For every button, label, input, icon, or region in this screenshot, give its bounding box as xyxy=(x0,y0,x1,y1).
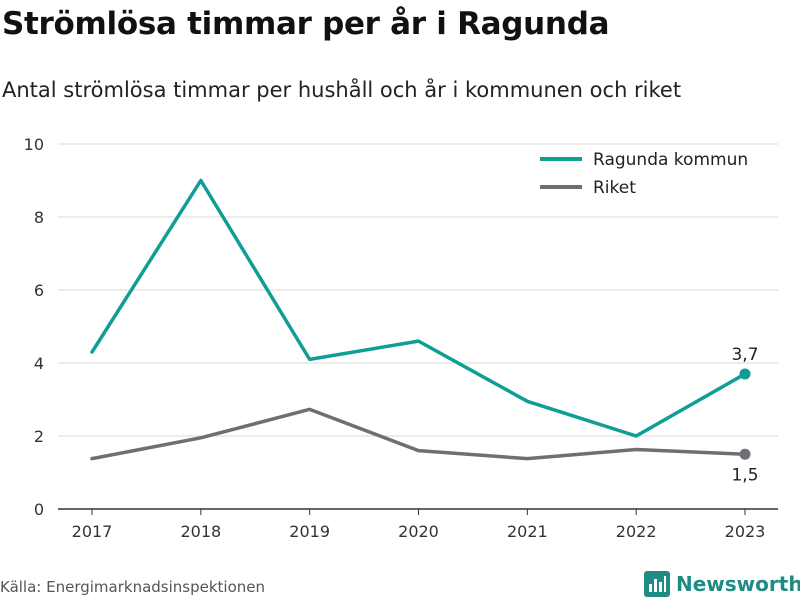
chart-title: Strömlösa timmar per år i Ragunda xyxy=(2,6,610,42)
data-label: 1,5 xyxy=(731,465,758,485)
y-tick-label: 2 xyxy=(34,427,44,446)
y-tick-label: 8 xyxy=(34,208,44,227)
label-layer: 3,7 1,5 xyxy=(731,345,758,485)
y-tick-label: 6 xyxy=(34,281,44,300)
series-line-riket xyxy=(90,407,747,461)
x-tick-label: 2020 xyxy=(398,522,439,541)
x-tick-label: 2019 xyxy=(289,522,330,541)
end-point-ragunda xyxy=(739,368,751,380)
x-tick-label: 2023 xyxy=(725,522,766,541)
y-tick-label: 4 xyxy=(34,354,44,373)
series-layer xyxy=(90,178,751,461)
brand-name: Newsworthy xyxy=(676,572,800,596)
x-tick-label: 2022 xyxy=(616,522,657,541)
legend: Ragunda kommun Riket xyxy=(540,150,748,198)
y-tick-label: 0 xyxy=(34,500,44,519)
y-tick-label: 10 xyxy=(24,135,44,154)
x-tick-label: 2018 xyxy=(180,522,221,541)
brand-logo: Newsworthy xyxy=(644,571,800,597)
axis-layer: 0 2 4 6 8 10 2017 2018 2019 2020 2021 2022 2023 xyxy=(24,135,778,541)
series-line-ragunda xyxy=(90,178,747,438)
data-label: 3,7 xyxy=(731,345,758,365)
legend-label: Riket xyxy=(593,178,636,198)
x-tick-label: 2017 xyxy=(72,522,113,541)
x-tick-label: 2021 xyxy=(507,522,548,541)
chart-subtitle: Antal strömlösa timmar per hushåll och å… xyxy=(2,78,682,102)
end-point-riket xyxy=(739,448,751,460)
source-note: Källa: Energimarknadsinspektionen xyxy=(0,578,266,596)
legend-label: Ragunda kommun xyxy=(593,150,748,170)
newsworthy-logo-icon xyxy=(644,571,670,597)
grid-layer xyxy=(58,143,778,437)
